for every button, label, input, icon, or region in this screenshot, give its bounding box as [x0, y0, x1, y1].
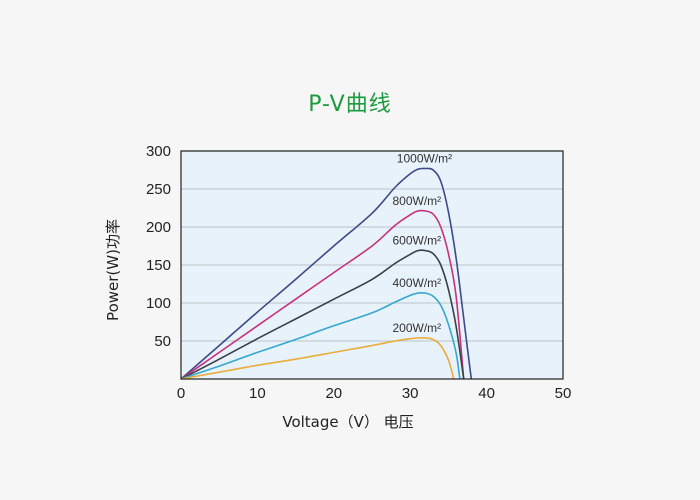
series-label: 600W/m²	[392, 234, 441, 248]
series-label: 1000W/m²	[397, 151, 452, 165]
series-line	[180, 209, 465, 380]
x-axis-label: Voltage（V） 电压	[282, 413, 413, 431]
y-tick-label: 250	[146, 181, 171, 198]
series-label: 400W/m²	[392, 276, 441, 290]
x-tick-label: 30	[402, 385, 419, 402]
x-tick-label: 20	[325, 385, 342, 402]
x-tick-label: 0	[177, 385, 185, 402]
series-lines	[180, 167, 473, 380]
series-labels: 1000W/m² 800W/m² 600W/m² 400W/m² 200W/m²	[392, 151, 452, 334]
x-tick-label: 10	[249, 385, 266, 402]
y-tick-label: 150	[146, 257, 171, 274]
series-label: 200W/m²	[392, 321, 441, 335]
series-line	[180, 291, 461, 380]
x-axis-ticks: 0 10 20 30 40 50	[177, 385, 572, 402]
y-axis-ticks: 50 100 150 200 250 300	[146, 143, 171, 350]
series-line	[180, 337, 455, 380]
x-tick-label: 40	[478, 385, 495, 402]
y-tick-label: 200	[146, 219, 171, 236]
chart-title: P-V曲线	[308, 92, 392, 117]
x-tick-label: 50	[555, 385, 572, 402]
series-label: 800W/m²	[392, 194, 441, 208]
y-tick-label: 50	[154, 333, 171, 350]
y-tick-label: 300	[146, 143, 171, 160]
y-axis-label: Power(W)功率	[104, 219, 122, 321]
plot-border	[180, 150, 564, 380]
series-line	[180, 167, 473, 380]
series-line	[180, 249, 465, 380]
y-tick-label: 100	[146, 295, 171, 312]
